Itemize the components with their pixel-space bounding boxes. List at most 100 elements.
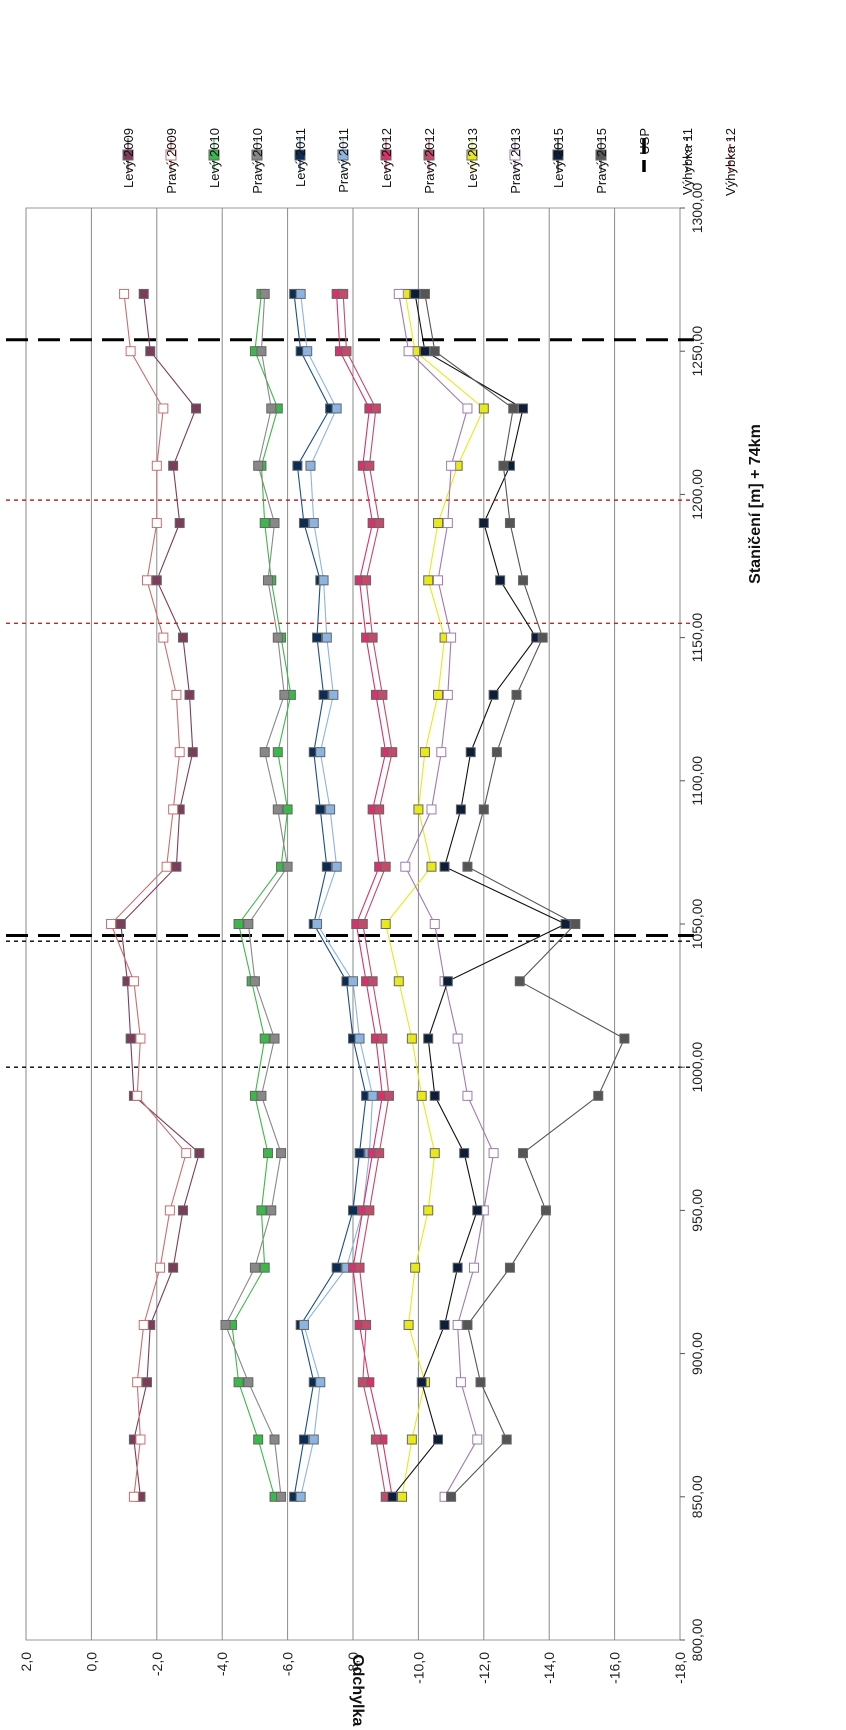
data-point: [419, 747, 430, 758]
data-point: [272, 632, 283, 643]
data-point: [295, 288, 306, 299]
data-point: [397, 1491, 408, 1502]
data-point: [518, 1148, 529, 1159]
legend-item: Pravý 2013: [508, 128, 523, 194]
data-point: [488, 689, 499, 700]
x-tick-label: 1150,00: [689, 613, 705, 663]
legend-label: Pravý 2012: [422, 128, 437, 194]
data-point: [370, 1434, 381, 1445]
data-point: [348, 976, 358, 987]
y-tick-label: 0,0: [83, 1652, 99, 1672]
data-point: [151, 460, 162, 471]
data-point: [321, 861, 332, 872]
data-point: [243, 919, 254, 929]
y-tick-label: -12,0: [476, 1652, 492, 1684]
data-point: [495, 575, 506, 586]
series-line: [398, 293, 495, 1498]
data-point: [374, 518, 385, 529]
data-point: [315, 1377, 326, 1388]
data-point: [393, 976, 404, 987]
legend-swatch-marker: [165, 149, 177, 161]
series-line: [110, 293, 187, 1497]
x-tick-label: 950,00: [689, 1189, 705, 1232]
data-point: [403, 1319, 414, 1330]
data-point: [475, 1377, 486, 1388]
data-point: [619, 1033, 630, 1044]
data-point: [433, 1434, 444, 1445]
data-point: [194, 1148, 205, 1159]
legend-item: Pravý 2015: [594, 128, 609, 194]
data-point: [151, 575, 162, 586]
data-point: [465, 747, 476, 758]
data-point: [419, 288, 430, 299]
series-line: [231, 293, 292, 1497]
data-point: [282, 804, 293, 815]
data-point: [446, 632, 457, 643]
data-point: [416, 1090, 427, 1101]
legend-swatch-marker: [294, 149, 306, 161]
series-line: [391, 293, 567, 1498]
data-point: [259, 288, 270, 299]
data-point: [276, 1491, 287, 1502]
legend-label: Levý 2013: [465, 128, 480, 188]
data-point: [423, 575, 434, 586]
data-point: [282, 861, 293, 872]
data-point: [276, 1148, 287, 1159]
data-point: [367, 632, 378, 643]
data-point: [462, 403, 473, 414]
data-point: [155, 1262, 166, 1273]
data-point: [348, 1205, 358, 1216]
x-axis-title: Staničení [m] + 74km: [747, 424, 764, 584]
data-point: [514, 976, 525, 987]
data-point: [357, 919, 368, 929]
legend-item: Levý 2009: [121, 128, 136, 188]
data-point: [174, 747, 185, 758]
data-point: [331, 1262, 342, 1273]
legend-label: Výhybka 11: [680, 128, 695, 195]
data-point: [488, 1148, 499, 1159]
data-point: [380, 861, 391, 872]
data-point: [518, 575, 529, 586]
legend-label: Levý 2010: [207, 128, 222, 188]
data-point: [262, 575, 273, 586]
legend-item: USP: [637, 128, 652, 172]
data-point: [354, 1148, 365, 1159]
legend-item: Pravý 2010: [250, 128, 265, 194]
series-line: [385, 293, 485, 1497]
data-point: [295, 1491, 306, 1502]
data-point: [354, 1262, 365, 1273]
series: [387, 288, 571, 1502]
x-tick-label: 1000,00: [689, 1042, 705, 1093]
x-tick-label: 850,00: [689, 1475, 705, 1518]
data-point: [145, 346, 156, 357]
data-point: [472, 1205, 483, 1216]
data-point: [177, 1205, 188, 1216]
data-point: [393, 288, 404, 299]
data-point: [259, 1033, 270, 1044]
series-line: [424, 293, 626, 1498]
data-point: [361, 1319, 372, 1330]
data-point: [256, 346, 267, 357]
y-tick-label: -6,0: [280, 1652, 296, 1676]
data-point: [364, 460, 375, 471]
data-point: [498, 460, 509, 471]
y-tick-label: -8,0: [345, 1652, 361, 1676]
data-point: [128, 1491, 139, 1502]
data-point: [478, 403, 489, 414]
data-point: [177, 632, 188, 643]
data-point: [478, 804, 489, 815]
legend-label: Levý 2015: [551, 128, 566, 188]
data-point: [184, 689, 195, 700]
y-tick-label: -4,0: [214, 1652, 230, 1676]
legend-swatch-marker: [337, 149, 349, 161]
series-line: [300, 293, 374, 1497]
data-point: [233, 1377, 244, 1388]
data-point: [298, 1319, 309, 1330]
data-point: [455, 804, 466, 815]
x-tick-label: 800,00: [689, 1618, 705, 1661]
data-point: [370, 403, 381, 414]
data-point: [570, 919, 581, 929]
data-point: [298, 518, 309, 529]
data-point: [455, 1377, 466, 1388]
